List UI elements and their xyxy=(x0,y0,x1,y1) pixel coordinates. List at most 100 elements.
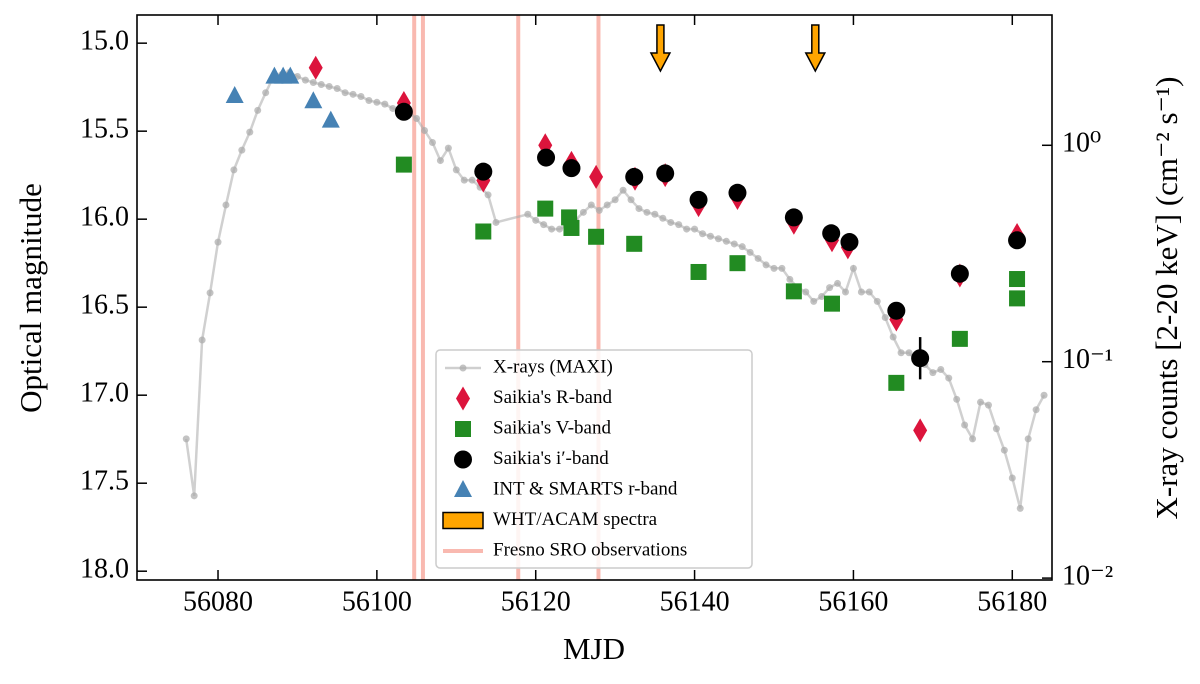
y2-tick-label: 10⁰ xyxy=(1062,128,1101,159)
point xyxy=(840,233,859,252)
point xyxy=(304,91,323,109)
point xyxy=(254,106,262,114)
legend-label: WHT/ACAM spectra xyxy=(493,509,658,530)
legend-marker xyxy=(454,450,472,469)
point xyxy=(206,289,214,297)
point xyxy=(563,219,580,236)
point xyxy=(937,366,945,374)
point xyxy=(357,93,365,101)
point xyxy=(729,255,746,272)
point xyxy=(770,264,778,272)
point xyxy=(929,369,937,377)
y-tick-label: 15.0 xyxy=(80,26,129,57)
legend-marker xyxy=(455,421,471,437)
point xyxy=(784,208,803,227)
point xyxy=(532,216,540,224)
point xyxy=(945,374,953,382)
point xyxy=(230,166,238,174)
point xyxy=(389,104,397,112)
point xyxy=(595,206,603,214)
point xyxy=(626,235,643,252)
point xyxy=(873,297,881,305)
point xyxy=(683,225,691,233)
point xyxy=(198,336,206,344)
point xyxy=(865,288,873,296)
point xyxy=(317,80,325,88)
point xyxy=(841,288,849,296)
point xyxy=(246,128,254,136)
point xyxy=(802,288,810,296)
point xyxy=(834,279,842,287)
y-tick-label: 18.0 xyxy=(80,554,129,585)
point xyxy=(262,89,270,97)
point xyxy=(1016,504,1024,512)
point xyxy=(341,89,349,97)
point xyxy=(888,374,905,391)
y-axis-label: Optical magnitude xyxy=(13,183,48,413)
point xyxy=(706,232,714,240)
point xyxy=(675,221,683,229)
point xyxy=(627,196,635,204)
point xyxy=(611,196,619,204)
point xyxy=(762,261,770,269)
x-tick-label: 56140 xyxy=(660,586,730,617)
point xyxy=(587,201,595,209)
point xyxy=(413,114,421,122)
point xyxy=(373,98,381,106)
point xyxy=(1008,474,1016,482)
x-tick-label: 56160 xyxy=(818,586,888,617)
point xyxy=(625,167,644,186)
point xyxy=(182,435,190,443)
point xyxy=(1000,446,1008,454)
point xyxy=(556,225,564,233)
y2-axis-label: X-ray counts [2-20 keV] (cm⁻² s⁻¹) xyxy=(1149,77,1184,520)
point xyxy=(953,395,961,403)
point xyxy=(281,66,300,84)
point xyxy=(588,228,605,245)
legend-box xyxy=(435,349,753,569)
point xyxy=(394,102,413,121)
point xyxy=(722,237,730,245)
point xyxy=(913,418,928,443)
point xyxy=(428,139,436,147)
point xyxy=(474,162,493,181)
point xyxy=(691,225,699,233)
point xyxy=(540,221,548,229)
point xyxy=(603,201,611,209)
series xyxy=(649,24,827,73)
y2-tick-label: 10⁻² xyxy=(1062,561,1113,592)
legend-label: Saikia's i′-band xyxy=(493,448,609,469)
xray-line xyxy=(184,71,1046,509)
point xyxy=(1008,231,1027,250)
point xyxy=(643,208,651,216)
point xyxy=(849,264,857,272)
point xyxy=(1009,290,1026,307)
point xyxy=(309,79,317,87)
legend-marker xyxy=(454,480,472,497)
point xyxy=(308,55,323,80)
point xyxy=(444,144,452,152)
point xyxy=(1040,391,1048,399)
x-tick-label: 56100 xyxy=(342,586,412,617)
series xyxy=(394,102,1027,380)
point xyxy=(746,248,754,256)
point xyxy=(537,148,556,167)
point xyxy=(222,201,230,209)
point xyxy=(887,301,906,320)
x-tick-label: 56180 xyxy=(977,586,1047,617)
point xyxy=(785,283,802,300)
point xyxy=(659,214,667,222)
point xyxy=(818,293,826,301)
point xyxy=(381,100,389,108)
point xyxy=(365,97,373,105)
point xyxy=(301,76,309,84)
point xyxy=(190,492,198,500)
point xyxy=(889,333,897,341)
legend-label: INT & SMARTS r-band xyxy=(493,478,678,499)
point xyxy=(548,225,556,233)
point xyxy=(857,288,865,296)
point xyxy=(325,82,333,90)
point xyxy=(754,254,762,262)
legend-label: Saikia's V-band xyxy=(493,417,611,438)
point xyxy=(651,210,659,218)
